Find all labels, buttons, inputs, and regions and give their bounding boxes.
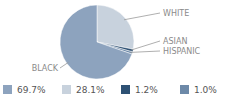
chart-svg: WHITE ASIANHISPANIC BLACK 69.7% 28.1% 1.2% 1.0… [0, 0, 240, 100]
slices [60, 5, 134, 79]
legend-value: 28.1% [76, 85, 105, 95]
leader-line [131, 41, 160, 50]
chart-root: WHITE ASIANHISPANIC BLACK 69.7% 28.1% 1.2% 1.0… [0, 0, 240, 100]
pie-slice [60, 5, 132, 79]
slice-label: ASIAN [163, 37, 187, 46]
labels: WHITE ASIANHISPANIC BLACK [32, 9, 201, 73]
legend-value: 69.7% [17, 85, 46, 95]
legend-swatch [121, 85, 130, 94]
slice-label: HISPANIC [163, 47, 201, 56]
leader-line [130, 51, 160, 52]
slice-label: WHITE [163, 9, 189, 18]
legend-value: 1.0% [194, 85, 217, 95]
legend-swatch [62, 85, 71, 94]
leader-line [124, 13, 160, 20]
legend-swatch [180, 85, 189, 94]
legend: 69.7% 28.1% 1.2% 1.0% [3, 85, 217, 95]
legend-value: 1.2% [135, 85, 158, 95]
slice-label: BLACK [32, 64, 59, 73]
legend-swatch [3, 85, 12, 94]
pie-slice [97, 5, 134, 49]
leader-line [60, 62, 68, 68]
